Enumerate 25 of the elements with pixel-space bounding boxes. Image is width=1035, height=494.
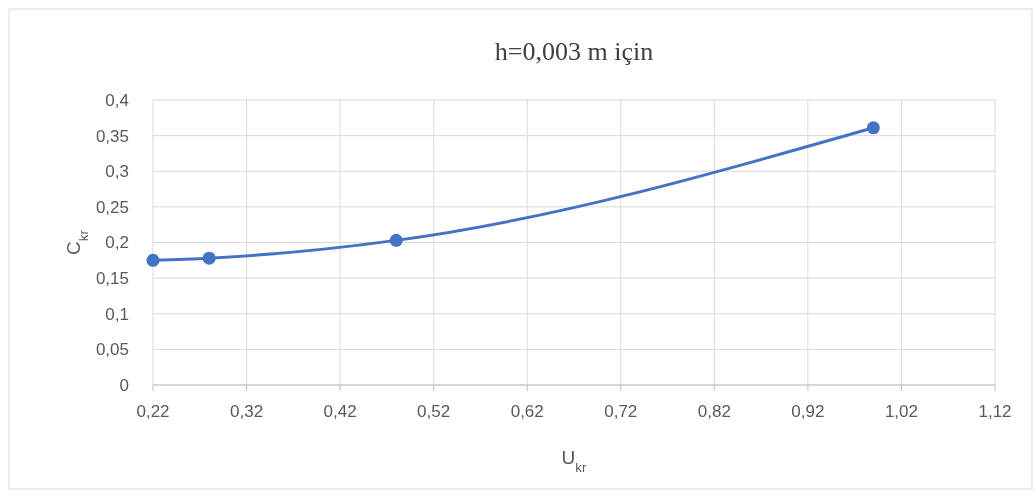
y-tick-label: 0,25 [95, 197, 129, 217]
point [146, 253, 160, 267]
x-tick-label: 0,32 [230, 402, 264, 421]
y-tick-label: 0,05 [95, 340, 129, 360]
x-tick-label: 0,52 [417, 402, 451, 421]
x-tick-label: 0,82 [697, 402, 731, 421]
point [866, 121, 880, 135]
x-tick-label: 0,62 [510, 402, 544, 421]
point [202, 251, 216, 265]
x-tick-label: 0,92 [791, 402, 825, 421]
x-axis-title: U$_{kr}$ [561, 447, 587, 475]
x-tick-label: 0,22 [136, 402, 170, 421]
y-tick-label: 0,35 [95, 126, 129, 146]
chart-title: h=0,003 m için [494, 37, 654, 66]
point [389, 233, 403, 247]
y-tick-label: 0 [119, 375, 129, 395]
x-tick-label: 1,12 [978, 402, 1012, 421]
x-tick-label: 0,42 [323, 402, 357, 421]
y-tick-label: 0,15 [95, 269, 129, 289]
x-tick-label: 1,02 [884, 402, 918, 421]
y-tick-label: 0,4 [105, 90, 129, 110]
y-tick-label: 0,1 [105, 304, 129, 324]
y-tick-label: 0,2 [105, 233, 129, 253]
x-tick-label: 0,72 [604, 402, 638, 421]
y-tick-label: 0,3 [105, 162, 129, 182]
